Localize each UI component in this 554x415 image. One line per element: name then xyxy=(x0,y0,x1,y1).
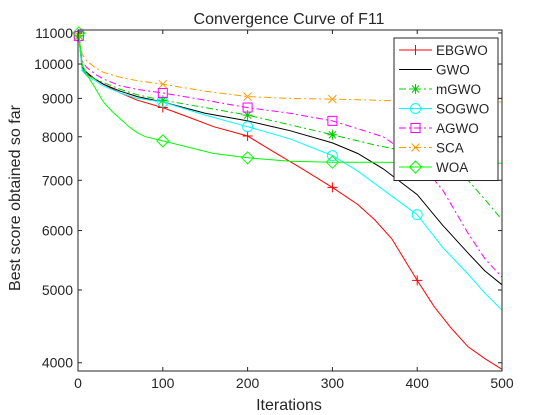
legend-marker-sca xyxy=(411,143,420,152)
chart-title: Convergence Curve of F11 xyxy=(194,11,385,28)
legend-label-gwo: GWO xyxy=(436,63,470,78)
series-line-woa xyxy=(78,32,503,164)
x-tick-label: 400 xyxy=(406,375,430,391)
series-line-mgwo xyxy=(78,35,503,221)
legend-item-ebgwo: EBGWO xyxy=(399,43,488,58)
y-tick-label: 9000 xyxy=(42,90,73,106)
tick-layer: 0 100 200 300 400 500 4000 5000 6000 7000 8000 9000… xyxy=(34,25,514,391)
y-tick-label: 10000 xyxy=(34,56,73,72)
legend-marker-ebgwo xyxy=(410,45,421,55)
marker-woa xyxy=(156,134,170,148)
legend-label-mgwo: mGWO xyxy=(436,82,481,97)
series-agwo xyxy=(73,30,503,278)
legend-label-sogwo: SOGWO xyxy=(436,102,489,117)
y-tick-label: 5000 xyxy=(42,282,73,298)
legend: EBGWO GWO mGWO SOGWO AGWO SCA WOA xyxy=(393,37,499,181)
plot-frame xyxy=(77,29,503,372)
legend-item-sca: SCA xyxy=(399,141,464,156)
marker-woa xyxy=(325,155,340,169)
legend-marker-sogwo xyxy=(410,103,421,114)
marker-sca xyxy=(243,92,252,101)
legend-label-woa: WOA xyxy=(436,160,468,175)
series-layer xyxy=(72,26,503,370)
series-line-agwo xyxy=(78,35,503,278)
marker-sogwo xyxy=(411,209,423,221)
marker-agwo xyxy=(73,30,84,41)
marker-ebgwo xyxy=(412,275,423,286)
y-tick-label: 8000 xyxy=(42,129,73,145)
legend-box xyxy=(393,37,499,181)
marker-sogwo xyxy=(326,150,338,162)
y-tick-label: 6000 xyxy=(42,223,73,239)
marker-mgwo xyxy=(327,129,338,140)
series-line-sogwo xyxy=(78,35,503,311)
legend-marker-mgwo xyxy=(410,84,421,94)
x-tick-label: 200 xyxy=(236,375,260,391)
series-woa xyxy=(72,26,503,169)
y-tick-label: 7000 xyxy=(42,172,73,188)
legend-label-agwo: AGWO xyxy=(436,121,479,136)
marker-mgwo xyxy=(242,110,253,121)
x-tick-label: 500 xyxy=(490,375,514,391)
marker-ebgwo xyxy=(242,130,253,141)
x-tick-label: 100 xyxy=(151,375,175,391)
legend-marker-woa xyxy=(408,160,423,174)
marker-sogwo xyxy=(242,121,254,133)
x-axis-label: Iterations xyxy=(256,397,322,414)
y-tick-label: 11000 xyxy=(35,25,73,41)
legend-item-gwo: GWO xyxy=(399,63,470,78)
series-sogwo xyxy=(73,30,503,311)
marker-sca xyxy=(158,79,168,89)
marker-woa xyxy=(240,151,255,165)
y-axis-label: Best score obtained so far xyxy=(7,104,24,291)
legend-item-woa: WOA xyxy=(399,160,468,175)
marker-agwo xyxy=(157,87,168,98)
legend-label-sca: SCA xyxy=(436,141,464,156)
x-tick-label: 300 xyxy=(321,375,345,391)
legend-item-sogwo: SOGWO xyxy=(399,102,489,117)
marker-mgwo xyxy=(157,95,168,106)
marker-woa xyxy=(72,26,86,40)
legend-marker-agwo xyxy=(410,123,421,133)
marker-ebgwo xyxy=(327,182,338,193)
legend-label-ebgwo: EBGWO xyxy=(436,43,488,58)
series-mgwo xyxy=(73,30,503,221)
marker-sca xyxy=(328,94,337,104)
x-tick-label: 0 xyxy=(74,375,82,391)
marker-agwo xyxy=(327,115,338,126)
marker-agwo xyxy=(242,102,253,113)
y-tick-label: 4000 xyxy=(42,355,73,371)
legend-item-mgwo: mGWO xyxy=(399,82,481,97)
legend-item-agwo: AGWO xyxy=(399,121,479,136)
